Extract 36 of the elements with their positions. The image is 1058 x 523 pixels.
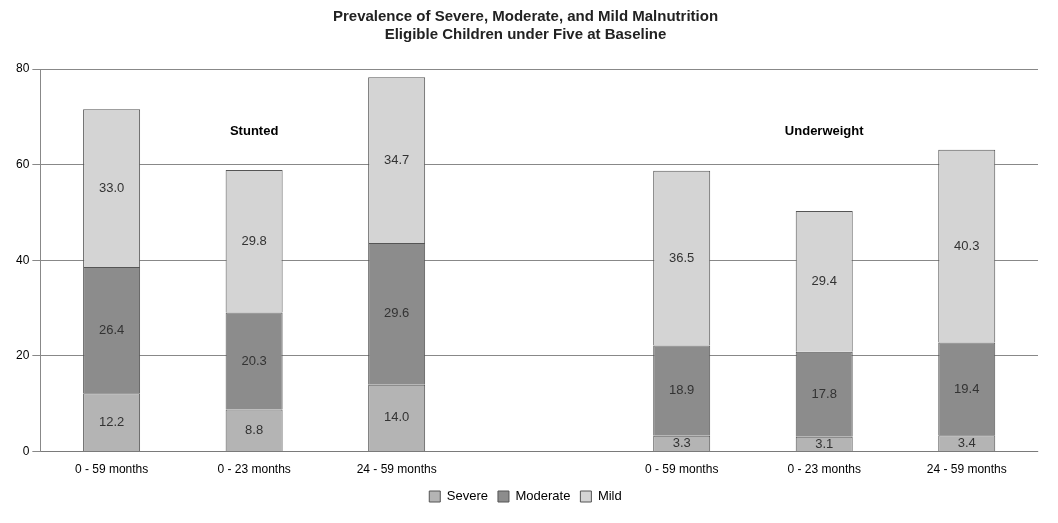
x-tick-label: 24 - 59 months xyxy=(926,462,1007,477)
data-label: 36.5 xyxy=(669,249,695,265)
data-label: 14.0 xyxy=(384,409,410,425)
y-tick-label: 40 xyxy=(15,252,30,267)
data-label: 29.4 xyxy=(811,272,837,288)
y-tick-label: 60 xyxy=(15,156,30,171)
data-label: 18.9 xyxy=(669,382,695,398)
x-tick-label: 0 - 23 months xyxy=(787,462,861,477)
data-label: 20.3 xyxy=(241,352,267,368)
data-label: 12.2 xyxy=(98,413,125,429)
x-tick-label: 0 - 59 months xyxy=(74,462,149,477)
data-label: 40.3 xyxy=(954,237,980,253)
data-label: 3.4 xyxy=(957,434,976,450)
x-tick-label: 0 - 59 months xyxy=(645,462,719,477)
legend-label: Mild xyxy=(597,488,622,504)
legend-label: Severe xyxy=(446,488,488,504)
data-label: 3.1 xyxy=(815,435,834,451)
text: Prevalence of Severe, Moderate, and Mild Malnutrition xyxy=(332,7,719,25)
y-tick-label: 20 xyxy=(15,348,30,363)
y-tick-label: 0 xyxy=(22,443,30,458)
annotation: Stunted xyxy=(229,122,279,138)
data-label: 29.8 xyxy=(241,232,267,248)
text: Eligible Children under Five at Baseline xyxy=(384,25,667,43)
data-label: 3.3 xyxy=(672,435,691,451)
x-tick-label: 24 - 59 months xyxy=(356,462,437,477)
data-label: 33.0 xyxy=(98,179,125,195)
data-label: 17.8 xyxy=(811,385,837,401)
data-label: 26.4 xyxy=(98,321,125,337)
data-label: 29.6 xyxy=(384,305,410,321)
x-tick-label: 0 - 23 months xyxy=(217,462,291,477)
data-label: 8.8 xyxy=(245,421,264,437)
legend-label: Moderate xyxy=(515,488,571,504)
data-label: 19.4 xyxy=(954,380,980,396)
y-tick-label: 80 xyxy=(15,61,30,76)
annotation: Underweight xyxy=(784,122,865,138)
data-label: 34.7 xyxy=(384,151,410,167)
